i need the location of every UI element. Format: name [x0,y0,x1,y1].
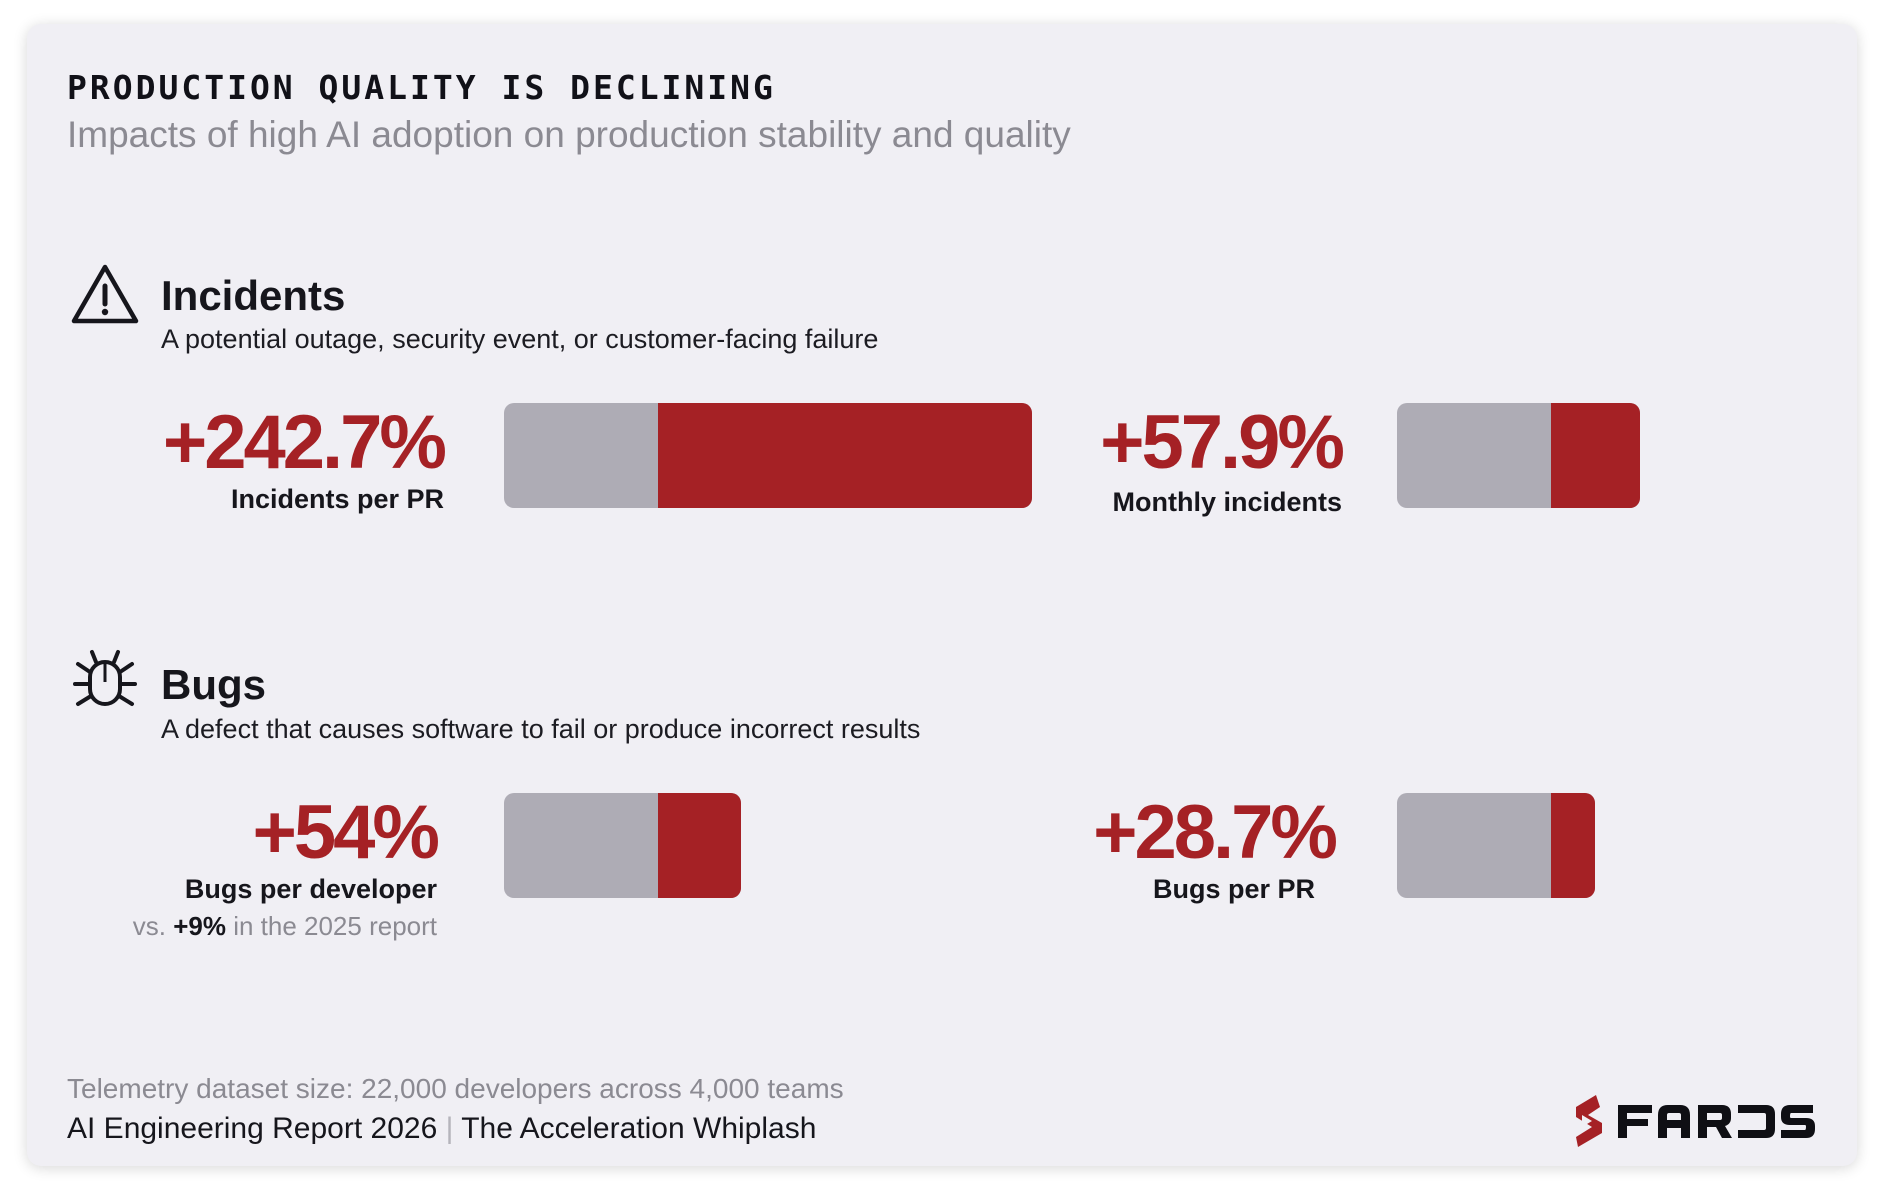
comparison-note: vs. +9% in the 2025 report [133,911,437,942]
metric-bar [1397,403,1641,508]
page-subtitle: Impacts of high AI adoption on productio… [67,114,1071,155]
report-subtitle: The Acceleration Whiplash [461,1112,817,1145]
bugs-heading: Bugs [161,661,266,708]
report-name: AI Engineering Report 2026 [67,1112,438,1145]
note-suffix: in the 2025 report [233,911,437,941]
metric-bar [1397,793,1596,898]
metric-value: +57.9% [1100,400,1345,485]
page-title: PRODUCTION QUALITY IS DECLINING [67,68,776,107]
report-title: AI Engineering Report 2026 | The Acceler… [67,1112,816,1146]
metric-value: +242.7% [162,400,447,485]
infographic-card [27,24,1857,1166]
dataset-note: Telemetry dataset size: 22,000 developer… [67,1073,844,1104]
incidents-description: A potential outage, security event, or c… [161,324,879,354]
metric-bar [504,403,1032,508]
increase-fill [1551,793,1596,898]
warning-triangle-icon [70,262,140,326]
metric-value: +54% [252,790,440,875]
increase-fill [658,793,742,898]
metric-label: Monthly incidents [1112,487,1343,517]
metric-label: Bugs per PR [1152,874,1315,904]
report-separator: | [445,1112,454,1145]
metric-label: Incidents per PR [230,484,444,514]
metric-bar [504,793,742,898]
metric-value: +28.7% [1093,790,1338,875]
increase-fill [1551,403,1641,508]
incidents-heading: Incidents [161,272,346,319]
bug-icon [72,648,138,710]
faros-logo [1570,1093,1825,1149]
bugs-description: A defect that causes software to fail or… [161,714,921,744]
note-prefix: vs. [132,911,166,941]
metric-label: Bugs per developer [184,874,437,904]
note-value: +9% [173,911,226,941]
increase-fill [658,403,1032,508]
